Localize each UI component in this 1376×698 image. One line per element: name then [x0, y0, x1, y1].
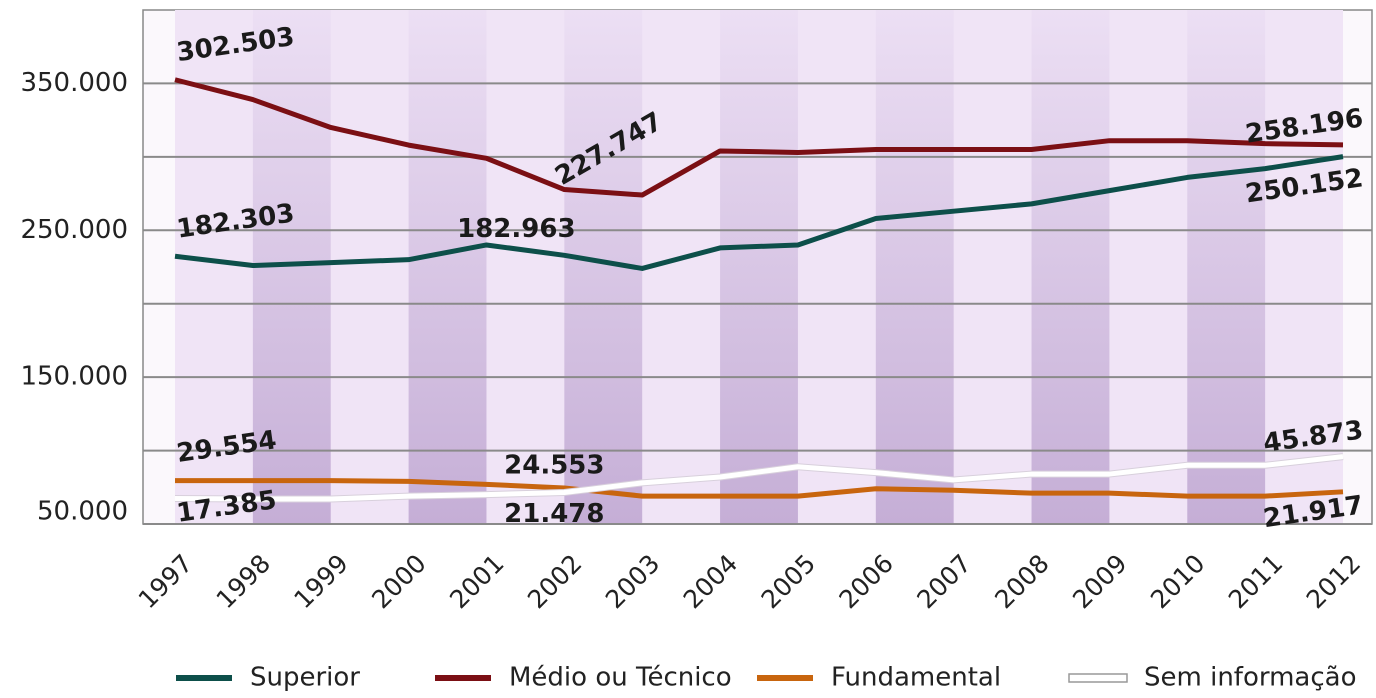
legend-swatch: [757, 675, 813, 681]
legend-swatch: [435, 675, 491, 681]
x-tick-label: 2008: [989, 549, 1054, 614]
bands: [252, 10, 1266, 524]
legend-label: Médio ou Técnico: [509, 663, 732, 693]
x-tick-label: 2006: [833, 549, 898, 614]
band: [1187, 10, 1266, 524]
series-line: [174, 478, 1344, 499]
y-tick-label: 150.000: [20, 362, 128, 392]
band: [1031, 10, 1110, 524]
series-line: [174, 77, 1344, 198]
x-tick-label: 2000: [366, 549, 431, 614]
grid: [143, 82, 1372, 525]
legend-swatch-outline: [1068, 673, 1128, 683]
band: [408, 10, 487, 524]
legend-swatch: [176, 675, 232, 681]
band: [720, 10, 798, 524]
lines: [174, 77, 1344, 503]
y-tick-label: 350.000: [20, 68, 128, 98]
x-tick-label: 2009: [1067, 549, 1132, 614]
data-label: 182.963: [457, 214, 575, 244]
y-tick-label: 50.000: [37, 497, 128, 527]
legend-swatch: [1070, 675, 1126, 681]
band: [875, 10, 954, 524]
y-tick-label: 250.000: [20, 215, 128, 245]
x-tick-label: 1997: [133, 549, 198, 614]
x-tick-label: 1998: [211, 549, 276, 614]
x-tick-label: 2012: [1301, 549, 1366, 614]
x-tick-label: 2005: [756, 549, 821, 614]
x-tick-label: 2011: [1223, 549, 1288, 614]
series-line: [174, 454, 1344, 502]
x-tick-label: 2002: [522, 549, 587, 614]
data-label: 21.478: [504, 499, 604, 529]
x-tick-label: 2001: [444, 549, 509, 614]
legend-label: Sem informação: [1144, 663, 1356, 693]
series-line: [174, 154, 1344, 271]
x-tick-label: 2003: [600, 549, 665, 614]
x-tick-label: 2004: [678, 549, 743, 614]
x-tick-label: 2007: [911, 549, 976, 614]
x-tick-label: 2010: [1145, 549, 1210, 614]
legend-label: Superior: [250, 663, 360, 693]
x-tick-label: 1999: [288, 549, 353, 614]
data-label: 24.553: [504, 450, 604, 480]
legend-label: Fundamental: [831, 663, 1001, 693]
